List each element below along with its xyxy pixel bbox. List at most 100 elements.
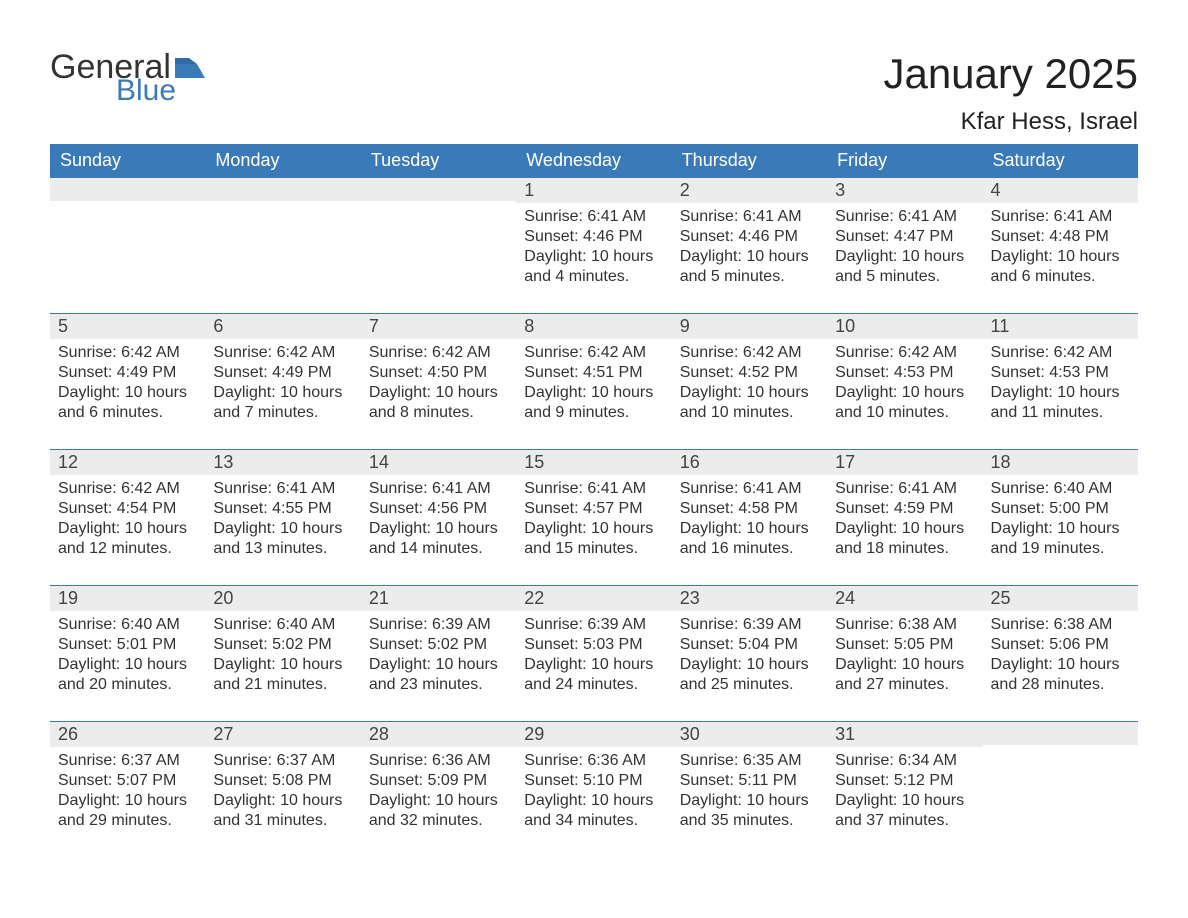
calendar-week-row: 1Sunrise: 6:41 AMSunset: 4:46 PMDaylight…: [50, 177, 1138, 313]
calendar-table: Sunday Monday Tuesday Wednesday Thursday…: [50, 144, 1138, 857]
logo: General Blue: [50, 50, 205, 106]
day-number: 19: [50, 585, 205, 611]
sunset-text: Sunset: 4:55 PM: [213, 499, 352, 519]
sunrise-text: Sunrise: 6:39 AM: [369, 615, 508, 635]
day-details: Sunrise: 6:42 AMSunset: 4:50 PMDaylight:…: [361, 339, 516, 449]
location-label: Kfar Hess, Israel: [883, 108, 1138, 136]
calendar-cell: 9Sunrise: 6:42 AMSunset: 4:52 PMDaylight…: [672, 313, 827, 449]
sunrise-text: Sunrise: 6:38 AM: [835, 615, 974, 635]
sunset-text: Sunset: 4:47 PM: [835, 227, 974, 247]
sunrise-text: Sunrise: 6:41 AM: [524, 207, 663, 227]
calendar-cell: 22Sunrise: 6:39 AMSunset: 5:03 PMDayligh…: [516, 585, 671, 721]
sunrise-text: Sunrise: 6:42 AM: [369, 343, 508, 363]
day-details: Sunrise: 6:39 AMSunset: 5:03 PMDaylight:…: [516, 611, 671, 721]
calendar-cell: 23Sunrise: 6:39 AMSunset: 5:04 PMDayligh…: [672, 585, 827, 721]
day-number: 23: [672, 585, 827, 611]
sunrise-text: Sunrise: 6:41 AM: [213, 479, 352, 499]
day-details: Sunrise: 6:36 AMSunset: 5:10 PMDaylight:…: [516, 747, 671, 857]
daylight-text: Daylight: 10 hours and 16 minutes.: [680, 519, 819, 559]
sunset-text: Sunset: 5:05 PM: [835, 635, 974, 655]
calendar-cell: 31Sunrise: 6:34 AMSunset: 5:12 PMDayligh…: [827, 721, 982, 857]
day-details: Sunrise: 6:36 AMSunset: 5:09 PMDaylight:…: [361, 747, 516, 857]
day-number: 8: [516, 313, 671, 339]
daylight-text: Daylight: 10 hours and 11 minutes.: [991, 383, 1130, 423]
day-number: 31: [827, 721, 982, 747]
sunset-text: Sunset: 4:50 PM: [369, 363, 508, 383]
sunset-text: Sunset: 5:11 PM: [680, 771, 819, 791]
daylight-text: Daylight: 10 hours and 35 minutes.: [680, 791, 819, 831]
sunrise-text: Sunrise: 6:42 AM: [58, 479, 197, 499]
calendar-cell: 8Sunrise: 6:42 AMSunset: 4:51 PMDaylight…: [516, 313, 671, 449]
calendar-cell: [205, 177, 360, 313]
sunset-text: Sunset: 4:58 PM: [680, 499, 819, 519]
day-details: Sunrise: 6:40 AMSunset: 5:01 PMDaylight:…: [50, 611, 205, 721]
sunset-text: Sunset: 4:46 PM: [680, 227, 819, 247]
daylight-text: Daylight: 10 hours and 25 minutes.: [680, 655, 819, 695]
sunset-text: Sunset: 4:51 PM: [524, 363, 663, 383]
day-number: 18: [983, 449, 1138, 475]
calendar-cell: 14Sunrise: 6:41 AMSunset: 4:56 PMDayligh…: [361, 449, 516, 585]
day-number: 9: [672, 313, 827, 339]
day-number: 3: [827, 177, 982, 203]
day-details: Sunrise: 6:39 AMSunset: 5:02 PMDaylight:…: [361, 611, 516, 721]
day-details: Sunrise: 6:39 AMSunset: 5:04 PMDaylight:…: [672, 611, 827, 721]
sunrise-text: Sunrise: 6:41 AM: [524, 479, 663, 499]
daylight-text: Daylight: 10 hours and 31 minutes.: [213, 791, 352, 831]
calendar-cell: 24Sunrise: 6:38 AMSunset: 5:05 PMDayligh…: [827, 585, 982, 721]
calendar-cell: 19Sunrise: 6:40 AMSunset: 5:01 PMDayligh…: [50, 585, 205, 721]
day-details: Sunrise: 6:42 AMSunset: 4:54 PMDaylight:…: [50, 475, 205, 585]
day-number: 10: [827, 313, 982, 339]
daylight-text: Daylight: 10 hours and 10 minutes.: [835, 383, 974, 423]
sunrise-text: Sunrise: 6:36 AM: [369, 751, 508, 771]
sunset-text: Sunset: 4:49 PM: [58, 363, 197, 383]
daylight-text: Daylight: 10 hours and 29 minutes.: [58, 791, 197, 831]
sunset-text: Sunset: 5:02 PM: [213, 635, 352, 655]
day-details: Sunrise: 6:41 AMSunset: 4:47 PMDaylight:…: [827, 203, 982, 313]
day-details: Sunrise: 6:37 AMSunset: 5:07 PMDaylight:…: [50, 747, 205, 857]
day-details: Sunrise: 6:38 AMSunset: 5:05 PMDaylight:…: [827, 611, 982, 721]
calendar-cell: 17Sunrise: 6:41 AMSunset: 4:59 PMDayligh…: [827, 449, 982, 585]
weekday-header: Friday: [827, 144, 982, 177]
calendar-cell: 12Sunrise: 6:42 AMSunset: 4:54 PMDayligh…: [50, 449, 205, 585]
sunset-text: Sunset: 5:02 PM: [369, 635, 508, 655]
sunrise-text: Sunrise: 6:39 AM: [524, 615, 663, 635]
calendar-cell: 18Sunrise: 6:40 AMSunset: 5:00 PMDayligh…: [983, 449, 1138, 585]
calendar-cell: 7Sunrise: 6:42 AMSunset: 4:50 PMDaylight…: [361, 313, 516, 449]
day-details: Sunrise: 6:42 AMSunset: 4:52 PMDaylight:…: [672, 339, 827, 449]
sunset-text: Sunset: 4:48 PM: [991, 227, 1130, 247]
day-details: Sunrise: 6:41 AMSunset: 4:55 PMDaylight:…: [205, 475, 360, 585]
daylight-text: Daylight: 10 hours and 5 minutes.: [680, 247, 819, 287]
sunrise-text: Sunrise: 6:41 AM: [680, 479, 819, 499]
calendar-cell: 16Sunrise: 6:41 AMSunset: 4:58 PMDayligh…: [672, 449, 827, 585]
sunset-text: Sunset: 5:04 PM: [680, 635, 819, 655]
daylight-text: Daylight: 10 hours and 34 minutes.: [524, 791, 663, 831]
calendar-cell: [50, 177, 205, 313]
day-number: 1: [516, 177, 671, 203]
sunset-text: Sunset: 5:08 PM: [213, 771, 352, 791]
daylight-text: Daylight: 10 hours and 9 minutes.: [524, 383, 663, 423]
daylight-text: Daylight: 10 hours and 5 minutes.: [835, 247, 974, 287]
day-number: 2: [672, 177, 827, 203]
calendar-cell: 28Sunrise: 6:36 AMSunset: 5:09 PMDayligh…: [361, 721, 516, 857]
day-details: Sunrise: 6:42 AMSunset: 4:53 PMDaylight:…: [983, 339, 1138, 449]
sunrise-text: Sunrise: 6:37 AM: [58, 751, 197, 771]
daylight-text: Daylight: 10 hours and 32 minutes.: [369, 791, 508, 831]
sunrise-text: Sunrise: 6:41 AM: [991, 207, 1130, 227]
day-number: 12: [50, 449, 205, 475]
day-number: 6: [205, 313, 360, 339]
sunset-text: Sunset: 4:49 PM: [213, 363, 352, 383]
day-details: Sunrise: 6:34 AMSunset: 5:12 PMDaylight:…: [827, 747, 982, 857]
day-number: [983, 721, 1138, 745]
daylight-text: Daylight: 10 hours and 14 minutes.: [369, 519, 508, 559]
weekday-header: Thursday: [672, 144, 827, 177]
sunrise-text: Sunrise: 6:42 AM: [58, 343, 197, 363]
day-number: 29: [516, 721, 671, 747]
calendar-cell: [361, 177, 516, 313]
sunset-text: Sunset: 4:46 PM: [524, 227, 663, 247]
day-details: Sunrise: 6:41 AMSunset: 4:57 PMDaylight:…: [516, 475, 671, 585]
day-number: 25: [983, 585, 1138, 611]
day-number: 5: [50, 313, 205, 339]
daylight-text: Daylight: 10 hours and 24 minutes.: [524, 655, 663, 695]
day-details: Sunrise: 6:41 AMSunset: 4:46 PMDaylight:…: [516, 203, 671, 313]
sunset-text: Sunset: 5:00 PM: [991, 499, 1130, 519]
